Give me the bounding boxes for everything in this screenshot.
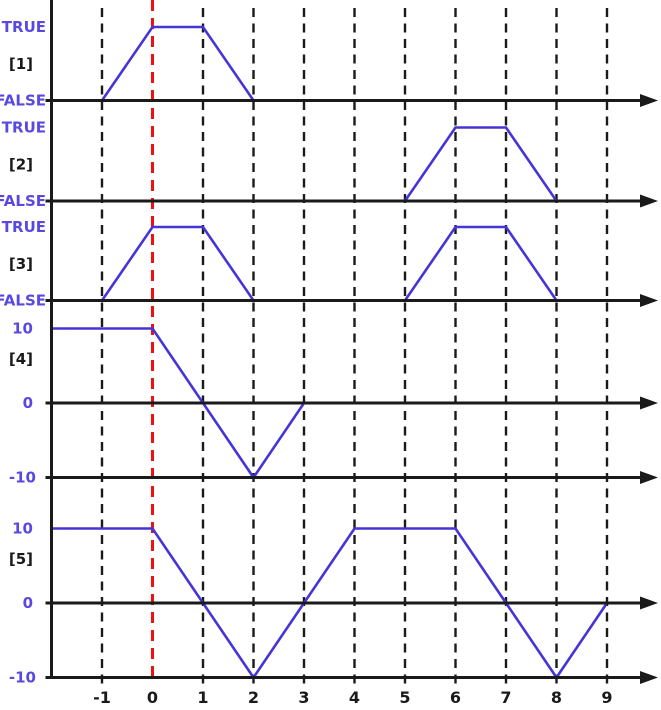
x-tick-label-8: 8 bbox=[551, 688, 562, 707]
x-tick-label-1: 1 bbox=[197, 688, 208, 707]
row-id-label: [2] bbox=[9, 155, 33, 173]
row-id-label: [3] bbox=[9, 255, 33, 273]
axis-arrow-icon bbox=[640, 471, 658, 484]
row-id-label: [4] bbox=[9, 350, 33, 368]
level-label-true: TRUE bbox=[2, 218, 46, 236]
axis-arrow-icon bbox=[640, 294, 658, 307]
x-tick-label-9: 9 bbox=[601, 688, 612, 707]
level-label-false: FALSE bbox=[0, 92, 46, 110]
x-tick-label--1: -1 bbox=[93, 688, 111, 707]
x-tick-label-2: 2 bbox=[248, 688, 259, 707]
level-label-true: TRUE bbox=[2, 18, 46, 36]
axis-arrow-icon bbox=[640, 671, 658, 684]
row-id-label: [5] bbox=[9, 550, 33, 568]
x-tick-label-4: 4 bbox=[349, 688, 360, 707]
level-label-0: 0 bbox=[23, 594, 33, 612]
level-label-0: 0 bbox=[23, 394, 33, 412]
row-id-label: [1] bbox=[9, 55, 33, 73]
axis-arrow-icon bbox=[640, 596, 658, 610]
axis-arrow-icon bbox=[640, 94, 658, 107]
level-label-neg10: -10 bbox=[9, 469, 36, 487]
level-label-neg10: -10 bbox=[9, 669, 36, 687]
axis-arrow-icon bbox=[640, 396, 658, 410]
level-label-10: 10 bbox=[12, 520, 33, 538]
x-tick-label-5: 5 bbox=[399, 688, 410, 707]
level-label-10: 10 bbox=[12, 320, 33, 338]
x-tick-label-6: 6 bbox=[450, 688, 461, 707]
level-label-false: FALSE bbox=[0, 192, 46, 210]
level-label-true: TRUE bbox=[2, 119, 46, 137]
x-tick-label-7: 7 bbox=[500, 688, 511, 707]
x-tick-label-0: 0 bbox=[147, 688, 158, 707]
axis-arrow-icon bbox=[640, 194, 658, 208]
x-tick-label-3: 3 bbox=[298, 688, 309, 707]
level-label-false: FALSE bbox=[0, 292, 46, 310]
